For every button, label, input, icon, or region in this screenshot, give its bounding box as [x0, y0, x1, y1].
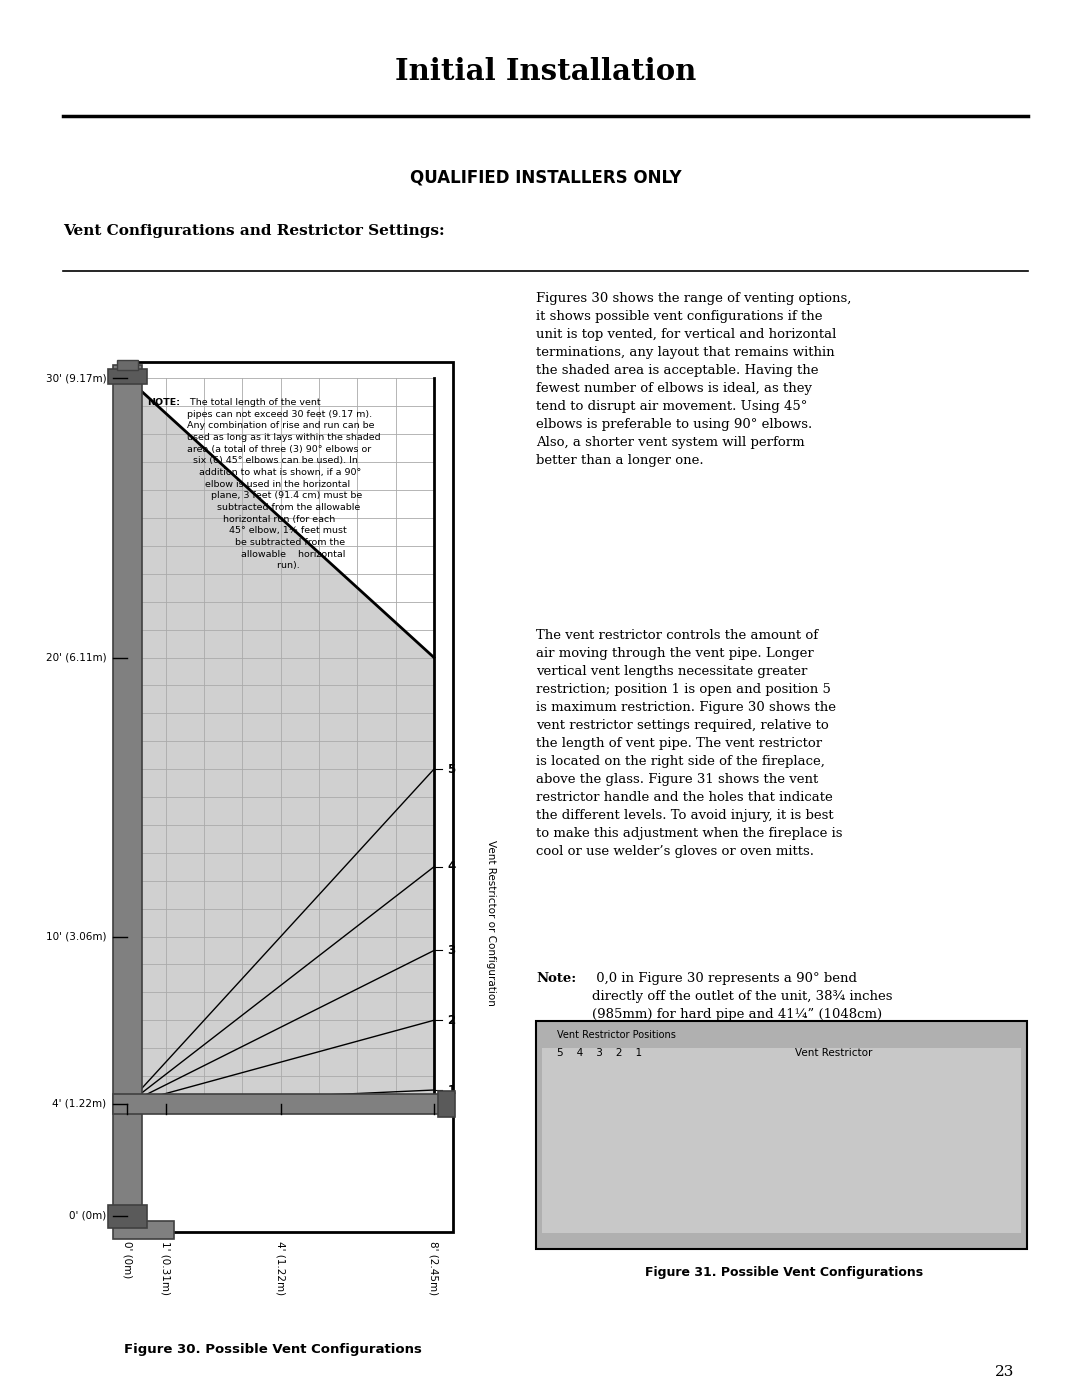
- Text: 1: 1: [447, 1084, 456, 1097]
- Bar: [117, 360, 138, 370]
- Text: Vent Restrictor: Vent Restrictor: [795, 1049, 872, 1059]
- Text: Note:: Note:: [537, 972, 577, 985]
- Text: Figure 30. Possible Vent Configurations: Figure 30. Possible Vent Configurations: [124, 1343, 422, 1356]
- FancyBboxPatch shape: [537, 1021, 1026, 1249]
- Text: 4' (1.22m): 4' (1.22m): [52, 1099, 107, 1109]
- Text: 2: 2: [447, 1014, 456, 1027]
- Text: 4: 4: [447, 861, 456, 873]
- Text: QUALIFIED INSTALLERS ONLY: QUALIFIED INSTALLERS ONLY: [409, 169, 681, 187]
- Bar: [113, 1094, 448, 1113]
- Text: 23: 23: [995, 1365, 1014, 1379]
- Text: 1' (0.31m): 1' (0.31m): [161, 1241, 171, 1295]
- Text: Vent Restrictor or Configuration: Vent Restrictor or Configuration: [486, 840, 497, 1006]
- Text: 8' (2.45m): 8' (2.45m): [429, 1241, 438, 1295]
- Text: 4' (1.22m): 4' (1.22m): [275, 1241, 286, 1295]
- Bar: [113, 1221, 174, 1239]
- Polygon shape: [127, 379, 434, 1104]
- Text: 3: 3: [447, 944, 456, 957]
- Text: 5    4    3    2    1: 5 4 3 2 1: [557, 1049, 643, 1059]
- Text: 30' (9.17m): 30' (9.17m): [45, 373, 107, 383]
- Text: Initial Installation: Initial Installation: [395, 57, 696, 87]
- Text: 10' (3.06m): 10' (3.06m): [46, 932, 107, 942]
- Text: 0' (0m): 0' (0m): [69, 1211, 107, 1221]
- Text: Vent Restrictor Positions: Vent Restrictor Positions: [557, 1030, 676, 1039]
- Text: Figure 31. Possible Vent Configurations: Figure 31. Possible Vent Configurations: [645, 1266, 923, 1278]
- Bar: [113, 365, 143, 1215]
- Bar: [108, 369, 147, 384]
- Text: 20' (6.11m): 20' (6.11m): [45, 652, 107, 662]
- Text: NOTE:: NOTE:: [147, 398, 179, 407]
- Text: 0,0 in Figure 30 represents a 90° bend
directly off the outlet of the unit, 38¾ : 0,0 in Figure 30 represents a 90° bend d…: [592, 972, 892, 1058]
- Text: 0' (0m): 0' (0m): [122, 1241, 133, 1278]
- FancyBboxPatch shape: [542, 1048, 1022, 1234]
- Bar: [437, 1091, 455, 1116]
- Text: The total length of the vent
pipes can not exceed 30 feet (9.17 m).
Any combinat: The total length of the vent pipes can n…: [187, 398, 380, 570]
- Text: The vent restrictor controls the amount of
air moving through the vent pipe. Lon: The vent restrictor controls the amount …: [537, 629, 842, 858]
- Bar: [108, 1206, 147, 1228]
- Text: 5: 5: [447, 763, 456, 775]
- Text: Figures 30 shows the range of venting options,
it shows possible vent configurat: Figures 30 shows the range of venting op…: [537, 292, 852, 467]
- Text: Vent Configurations and Restrictor Settings:: Vent Configurations and Restrictor Setti…: [64, 224, 445, 237]
- Bar: [125, 362, 454, 1232]
